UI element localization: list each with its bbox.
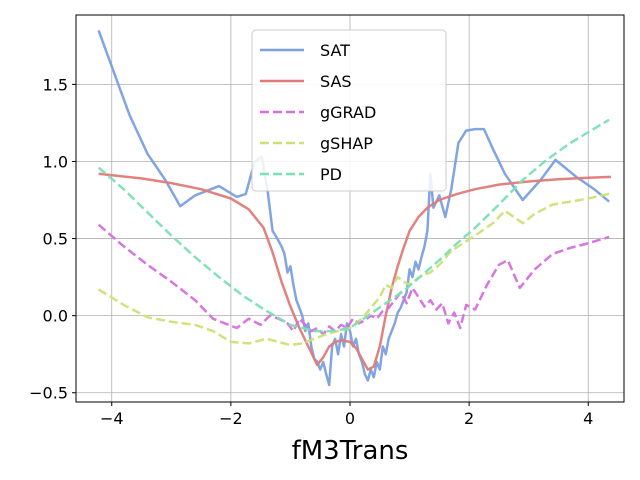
y-axis-ticks: −0.5 0.0 0.5 1.0 1.5 bbox=[29, 75, 76, 403]
x-axis-ticks: −4 −2 0 2 4 bbox=[100, 402, 593, 428]
legend-box bbox=[251, 29, 447, 192]
x-axis-label: fM3Trans bbox=[292, 436, 409, 466]
series-line-pd bbox=[97, 118, 610, 333]
y-tick-label: 0.5 bbox=[43, 230, 68, 249]
legend-label-pd: PD bbox=[320, 165, 342, 184]
legend-label-sat: SAT bbox=[320, 41, 350, 60]
legend-label-sas: SAS bbox=[320, 72, 352, 91]
y-tick-label: 1.5 bbox=[43, 75, 68, 94]
y-tick-label: 0.0 bbox=[43, 307, 68, 326]
legend: SAT SAS gGRAD gSHAP PD bbox=[251, 29, 447, 192]
x-tick-label: 0 bbox=[345, 409, 355, 428]
series-layer bbox=[97, 29, 611, 387]
x-tick-label: 2 bbox=[464, 409, 474, 428]
series-line-sas bbox=[98, 172, 611, 371]
series-line-gshap bbox=[97, 192, 610, 347]
legend-label-gshap: gSHAP bbox=[320, 134, 373, 153]
y-tick-label: −0.5 bbox=[29, 384, 68, 403]
legend-label-ggrad: gGRAD bbox=[320, 103, 376, 122]
series-line-ggrad bbox=[97, 223, 610, 336]
y-tick-label: 1.0 bbox=[43, 152, 68, 171]
x-tick-label: −4 bbox=[100, 409, 124, 428]
x-tick-label: 4 bbox=[583, 409, 593, 428]
x-tick-label: −2 bbox=[219, 409, 243, 428]
